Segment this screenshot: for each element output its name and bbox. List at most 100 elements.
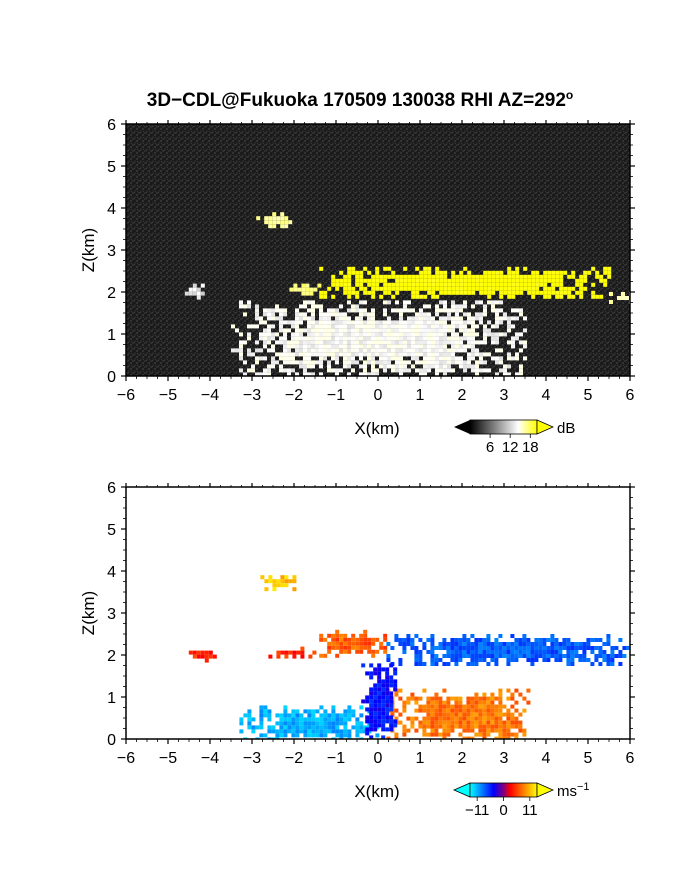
echo-cell	[463, 328, 467, 333]
echo-cell	[268, 575, 273, 580]
echo-cell	[423, 352, 427, 357]
echo-cell	[347, 294, 352, 299]
echo-cell	[263, 328, 267, 333]
echo-cell	[389, 719, 394, 724]
echo-cell	[555, 290, 560, 295]
echo-cell	[494, 642, 499, 646]
echo-cell	[426, 720, 431, 725]
echo-cell	[359, 278, 364, 283]
echo-cell	[526, 658, 531, 662]
echo-cell	[463, 364, 467, 369]
echo-cell	[299, 336, 303, 341]
echo-cell	[447, 282, 452, 287]
echo-cell	[486, 728, 491, 733]
echo-cell	[435, 368, 439, 373]
echo-cell	[259, 336, 263, 341]
echo-cell	[283, 344, 287, 349]
echo-cell	[447, 352, 451, 357]
echo-cell	[434, 654, 439, 658]
echo-cell	[470, 736, 475, 739]
echo-cell	[575, 290, 580, 295]
echo-cell	[454, 704, 459, 709]
echo-cell	[423, 312, 427, 317]
echo-cell	[387, 340, 391, 345]
echo-cell	[343, 645, 348, 650]
echo-cell	[267, 348, 271, 353]
echo-cell	[347, 300, 351, 305]
echo-central-column	[361, 663, 398, 739]
echo-cell	[415, 320, 419, 325]
echo-cell	[554, 642, 559, 646]
echo-cell	[435, 360, 439, 365]
echo-cell	[479, 340, 483, 345]
echo-cell	[247, 304, 251, 309]
echo-cell	[470, 658, 475, 662]
echo-cell	[280, 583, 285, 588]
echo-cell	[394, 638, 399, 642]
echo-cell	[347, 356, 351, 361]
echo-cell	[331, 737, 336, 739]
echo-cell	[419, 328, 423, 333]
echo-cell	[543, 286, 548, 291]
echo-cell	[200, 650, 205, 655]
echo-cell	[566, 638, 571, 642]
echo-cell	[379, 348, 383, 353]
echo-cell	[475, 278, 480, 283]
echo-cell	[467, 360, 471, 365]
echo-cell	[466, 720, 471, 725]
echo-cell	[291, 717, 296, 722]
echo-cell	[466, 724, 471, 729]
echo-cell	[443, 328, 447, 333]
echo-cell	[419, 332, 423, 337]
echo-cell	[379, 336, 383, 341]
echo-cell	[462, 720, 467, 725]
y-tick-label: 3	[107, 243, 116, 260]
echo-cell	[255, 372, 259, 376]
echo-cell	[442, 712, 447, 717]
echo-cell	[311, 352, 315, 357]
echo-cell	[502, 704, 507, 709]
echo-cell	[359, 336, 363, 341]
echo-cell	[295, 717, 300, 722]
echo-cell	[403, 352, 407, 357]
echo-cell	[406, 728, 411, 733]
echo-cell	[403, 282, 408, 287]
echo-cell	[407, 308, 411, 313]
echo-cell	[355, 274, 360, 279]
echo-cell	[511, 340, 515, 345]
echo-cell	[543, 270, 548, 275]
echo-cell	[482, 646, 487, 650]
echo-cell	[311, 372, 315, 376]
echo-cell	[395, 360, 399, 365]
echo-cell	[319, 705, 324, 710]
echo-cell	[451, 332, 455, 337]
echo-cell	[371, 308, 375, 313]
echo-cell	[323, 352, 327, 357]
echo-cell	[514, 658, 519, 662]
echo-cell	[395, 344, 399, 349]
echo-cell	[523, 274, 528, 279]
echo-cell	[315, 725, 320, 730]
echo-cell	[343, 633, 348, 638]
echo-cell	[255, 312, 259, 317]
echo-cell	[243, 304, 247, 309]
echo-cell	[407, 360, 411, 365]
echo-cell	[587, 270, 592, 275]
echo-cell	[415, 368, 419, 373]
x-tick-label: 3	[500, 387, 509, 404]
echo-cell	[518, 638, 523, 642]
echo-cell	[383, 332, 387, 337]
echo-cell	[535, 278, 540, 283]
velocity-x-axis-label: X(km)	[354, 782, 399, 801]
echo-cell	[482, 638, 487, 642]
echo-cell	[471, 286, 476, 291]
echo-cell	[430, 708, 435, 713]
echo-cell	[319, 344, 323, 349]
echo-cell	[319, 364, 323, 369]
echo-cell	[283, 705, 288, 710]
echo-cell	[454, 720, 459, 725]
echo-cell	[307, 729, 312, 734]
echo-cell	[415, 282, 420, 287]
echo-cell	[319, 320, 323, 325]
echo-cell	[196, 650, 201, 655]
